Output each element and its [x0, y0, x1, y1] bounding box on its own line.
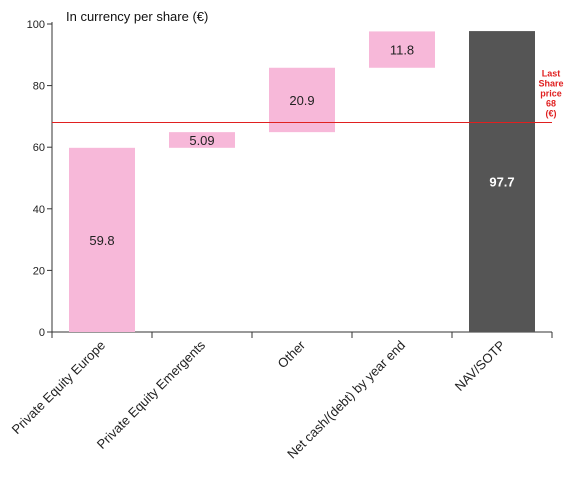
- reference-label-line: Last: [542, 69, 561, 79]
- reference-label-line: price: [540, 89, 562, 99]
- x-category-label: Private Equity Emergents: [94, 337, 209, 452]
- bar-value-label: 5.09: [189, 133, 214, 148]
- reference-label-line: Share: [538, 79, 563, 89]
- x-category-label: Private Equity Europe: [9, 338, 109, 438]
- bars: 59.8 5.09 20.9 11.8 97.7: [69, 31, 535, 333]
- bar-value-label: 11.8: [390, 43, 414, 58]
- y-tick-label: 100: [27, 19, 45, 31]
- bar: [169, 132, 235, 148]
- reference-label-line: 68: [546, 99, 556, 109]
- reference-label-line: (€): [546, 109, 557, 119]
- bar-value-label: 97.7: [489, 175, 514, 190]
- x-category-label: Other: [275, 337, 309, 371]
- y-tick-label: 80: [33, 81, 45, 93]
- bar: [269, 67, 335, 133]
- chart-title: In currency per share (€): [66, 9, 208, 24]
- bar: [369, 31, 435, 68]
- x-category-label: NAV/SOTP: [452, 338, 508, 394]
- y-tick-label: 60: [33, 142, 45, 154]
- bar: [469, 31, 535, 333]
- reference-line-group: Last Share price 68 (€): [52, 69, 564, 124]
- reference-line-label: Last Share price 68 (€): [538, 69, 563, 119]
- bar: [69, 147, 135, 332]
- y-tick-label: 0: [39, 327, 45, 339]
- x-category-label: Net cash/(debt) by year end: [284, 338, 408, 462]
- y-tick-label: 20: [33, 265, 45, 277]
- bar-value-label: 59.8: [89, 233, 114, 248]
- y-tick-label: 40: [33, 204, 45, 216]
- bar-value-label: 20.9: [289, 93, 314, 108]
